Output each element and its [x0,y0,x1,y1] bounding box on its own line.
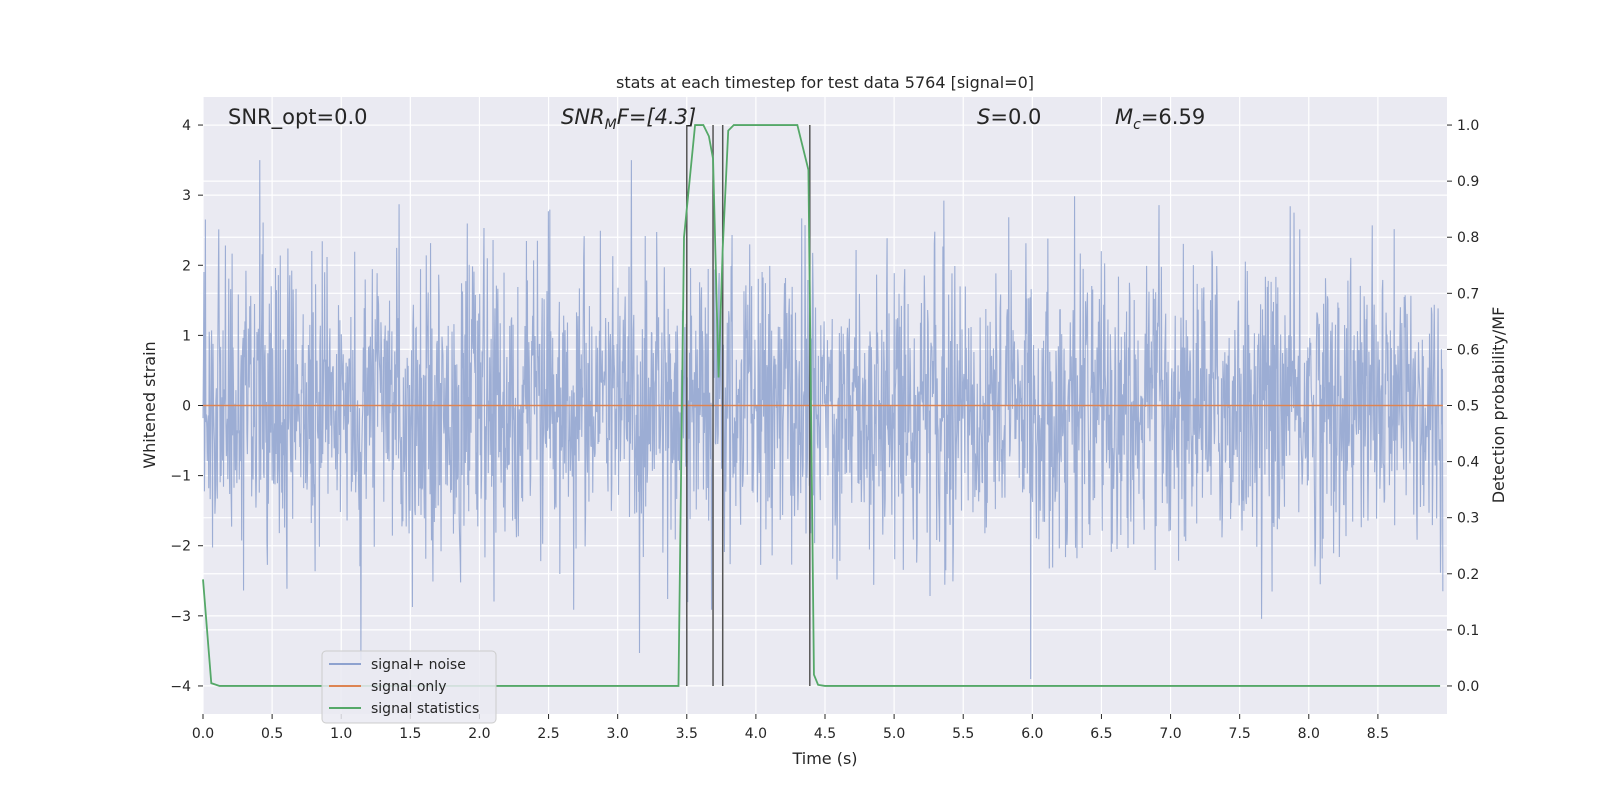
x-axis-label: Time (s) [791,749,857,768]
x-tick-label-11: 5.5 [952,726,974,742]
y-right-tick-label-8: 0.2 [1457,567,1479,583]
annotation-s: S=0.0 [977,105,1041,129]
x-tick-label-16: 8.0 [1298,726,1320,742]
y-tick-label-4: 0 [182,399,191,415]
x-tick-label-2: 1.0 [330,726,352,742]
x-tick-label-14: 7.0 [1159,726,1181,742]
y-tick-label-5: −1 [170,469,191,485]
vertical-lines [686,125,811,686]
x-ticks: 0.0 0.5 1.0 1.5 2.0 2.5 3.0 3.5 4.0 4.5 5.0 5.5 6.0 6… [192,714,1389,742]
annotation-snr-mf: SNRMF=[4.3] [561,105,696,133]
y-right-tick-label-5: 0.5 [1457,399,1479,415]
annotation-snr-mf-main: SNR [561,105,605,129]
x-tick-label-6: 3.0 [607,726,629,742]
x-tick-label-0: 0.0 [192,726,214,742]
x-tick-label-1: 0.5 [261,726,283,742]
x-tick-label-8: 4.0 [745,726,767,742]
y-right-tick-label-7: 0.3 [1457,511,1479,527]
annotation-s-main: S [977,105,990,129]
y-right-tick-label-0: 1.0 [1457,118,1479,134]
y-tick-label-1: 3 [182,188,191,204]
x-tick-label-13: 6.5 [1090,726,1112,742]
annotation-s-rest: =0.0 [990,105,1041,129]
x-tick-label-15: 7.5 [1229,726,1251,742]
legend-label-noise: signal+ noise [371,657,466,673]
legend-box [321,650,497,724]
x-tick-label-3: 1.5 [399,726,421,742]
y-right-tick-label-10: 0.0 [1457,679,1479,695]
legend-label-signal-only: signal only [371,679,446,695]
statistics-line [202,124,1441,687]
y-ticks-left: 4 3 2 1 0 −1 −2 −3 −4 [170,118,203,695]
x-tick-label-9: 4.5 [814,726,836,742]
y-axis-label: Whitened strain [140,341,159,468]
annotation-snr-mf-rest: F=[4.3] [617,105,696,129]
y-ticks-right: 1.0 0.9 0.8 0.7 0.6 0.5 0.4 0.3 0.2 0.1 0.0 [1447,118,1479,695]
legend-label-statistics: signal statistics [371,701,479,717]
y-tick-label-8: −4 [170,679,191,695]
y-right-tick-label-6: 0.4 [1457,455,1479,471]
y-right-tick-label-9: 0.1 [1457,623,1479,639]
x-tick-label-4: 2.0 [468,726,490,742]
annotation-mc-sub: c [1133,117,1141,133]
annotation-mc: Mc=6.59 [1115,105,1205,133]
x-tick-label-17: 8.5 [1367,726,1389,742]
x-tick-label-12: 6.0 [1021,726,1043,742]
y-tick-label-2: 2 [182,258,191,274]
annotation-snr-opt: SNR_opt=0.0 [228,105,368,130]
annotation-snr-mf-sub: M [605,117,617,133]
y-tick-label-6: −2 [170,539,191,555]
x-tick-label-5: 2.5 [537,726,559,742]
legend: signal+ noise signal only signal statist… [321,650,497,724]
y-tick-label-7: −3 [170,609,191,625]
y-right-tick-label-4: 0.6 [1457,342,1479,358]
y-right-tick-label-1: 0.9 [1457,174,1479,190]
x-tick-label-10: 5.0 [883,726,905,742]
annotation-mc-rest: =6.59 [1141,105,1205,129]
y-right-tick-label-2: 0.8 [1457,230,1479,246]
y-tick-label-0: 4 [182,118,191,134]
chart-title: stats at each timestep for test data 576… [616,73,1034,92]
y-right-tick-label-3: 0.7 [1457,286,1479,302]
y-tick-label-3: 1 [182,328,191,344]
statistics-series [202,124,1441,687]
annotation-mc-main: M [1115,105,1133,129]
x-tick-label-7: 3.5 [676,726,698,742]
y-axis-label-right: Detection probability/MF [1489,307,1508,504]
